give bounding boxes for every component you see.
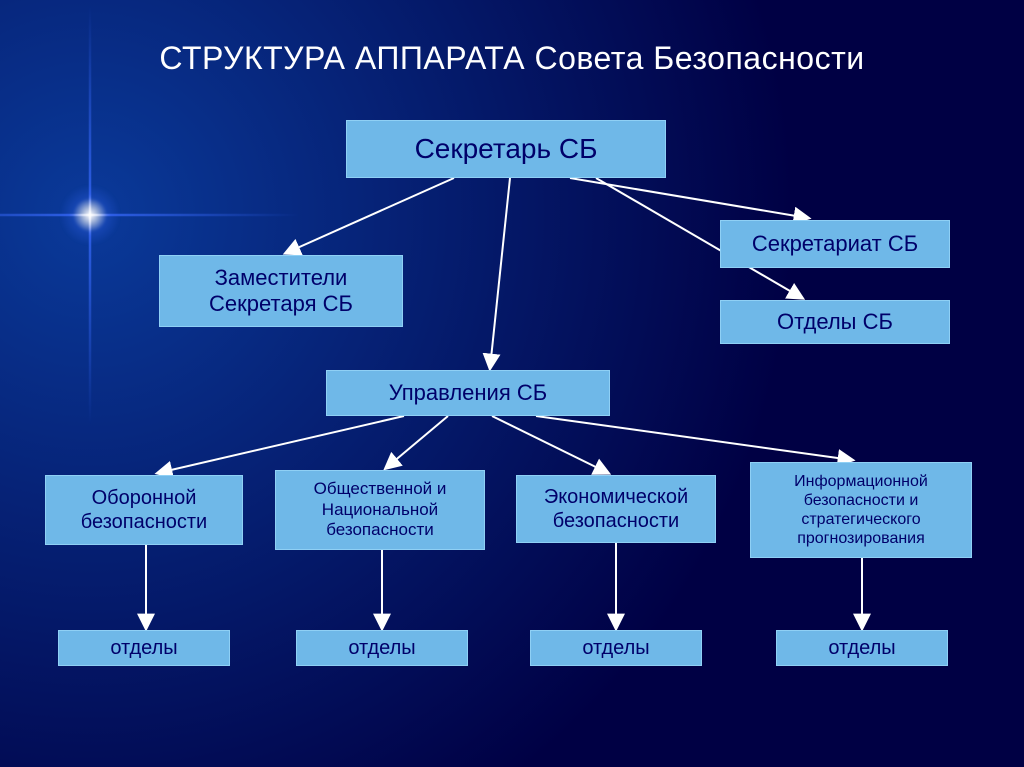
node-label: Секретарь СБ [415, 132, 598, 166]
node-label: отделы [828, 636, 895, 660]
node-label: отделы [348, 636, 415, 660]
node-defense: Оборонной безопасности [45, 475, 243, 545]
edge-1 [490, 178, 510, 368]
lens-flare-core [60, 185, 120, 245]
node-public: Общественной и Национальной безопасности [275, 470, 485, 550]
edge-4 [158, 416, 404, 473]
node-info: Информационной безопасности и стратегиче… [750, 462, 972, 558]
node-label: Управления СБ [389, 380, 547, 406]
edge-5 [386, 416, 448, 468]
edge-0 [286, 178, 454, 253]
node-label: отделы [582, 636, 649, 660]
node-directorates: Управления СБ [326, 370, 610, 416]
node-economic: Экономической безопасности [516, 475, 716, 543]
node-dept3: отделы [530, 630, 702, 666]
node-dept2: отделы [296, 630, 468, 666]
lens-flare-horizontal [0, 214, 300, 216]
edge-7 [536, 416, 852, 460]
edge-6 [492, 416, 608, 473]
diagram-stage: СТРУКТУРА АППАРАТА Совета Безопасности С… [0, 0, 1024, 767]
node-label: Общественной и Национальной безопасности [282, 479, 478, 540]
node-dept1: отделы [58, 630, 230, 666]
node-label: Отделы СБ [777, 309, 893, 335]
node-label: Информационной безопасности и стратегиче… [757, 472, 965, 549]
node-dept4: отделы [776, 630, 948, 666]
node-label: Заместители Секретаря СБ [166, 265, 396, 318]
node-label: Секретариат СБ [752, 231, 918, 257]
node-departments_sb: Отделы СБ [720, 300, 950, 344]
node-deputies: Заместители Секретаря СБ [159, 255, 403, 327]
node-secretary: Секретарь СБ [346, 120, 666, 178]
page-title: СТРУКТУРА АППАРАТА Совета Безопасности [0, 40, 1024, 77]
node-label: отделы [110, 636, 177, 660]
node-label: Оборонной безопасности [52, 486, 236, 534]
node-label: Экономической безопасности [523, 485, 709, 533]
node-secretariat: Секретариат СБ [720, 220, 950, 268]
edge-2 [570, 178, 808, 218]
